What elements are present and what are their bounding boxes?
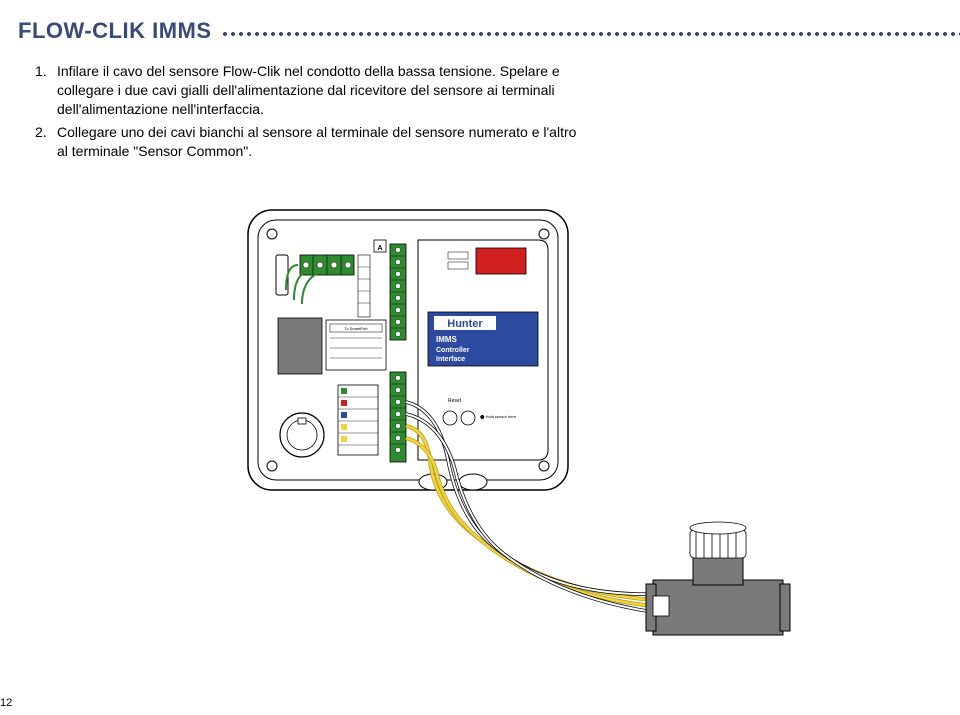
terminal-block-upper-left: [300, 255, 354, 275]
brand-panel: Hunter IMMS Controller Interface: [428, 312, 538, 366]
terminal-strip-left: [390, 244, 406, 340]
list-text: Infilare il cavo del sensore Flow-Clik n…: [57, 62, 580, 119]
list-number: 1.: [35, 62, 57, 119]
list-text: Collegare uno dei cavi bianchi al sensor…: [57, 123, 580, 161]
svg-text:Controller: Controller: [436, 347, 470, 354]
page-number: 12: [0, 697, 12, 709]
svg-text:To SmartPort: To SmartPort: [344, 326, 368, 331]
page-title: FLOW-CLIK IMMS: [18, 18, 212, 44]
list-item: 1. Infilare il cavo del sensore Flow-Cli…: [35, 62, 580, 119]
list-item: 2. Collegare uno dei cavi bianchi al sen…: [35, 123, 580, 161]
terminal-strip-lower: [390, 372, 406, 462]
svg-text:Hunter: Hunter: [447, 318, 483, 330]
svg-text:Interface: Interface: [436, 356, 465, 363]
wiring-diagram: A To SmartPort: [238, 200, 818, 700]
instructions-list: 1. Infilare il cavo del sensore Flow-Cli…: [0, 44, 640, 160]
reset-knob: [280, 413, 324, 457]
svg-text:⬤ Hold sensor here: ⬤ Hold sensor here: [480, 414, 517, 419]
flow-sensor: [646, 522, 790, 635]
svg-text:Reset: Reset: [448, 398, 462, 404]
list-number: 2.: [35, 123, 57, 161]
svg-text:IMMS: IMMS: [436, 335, 458, 344]
header-dots: [222, 31, 960, 37]
svg-text:A: A: [377, 245, 382, 252]
